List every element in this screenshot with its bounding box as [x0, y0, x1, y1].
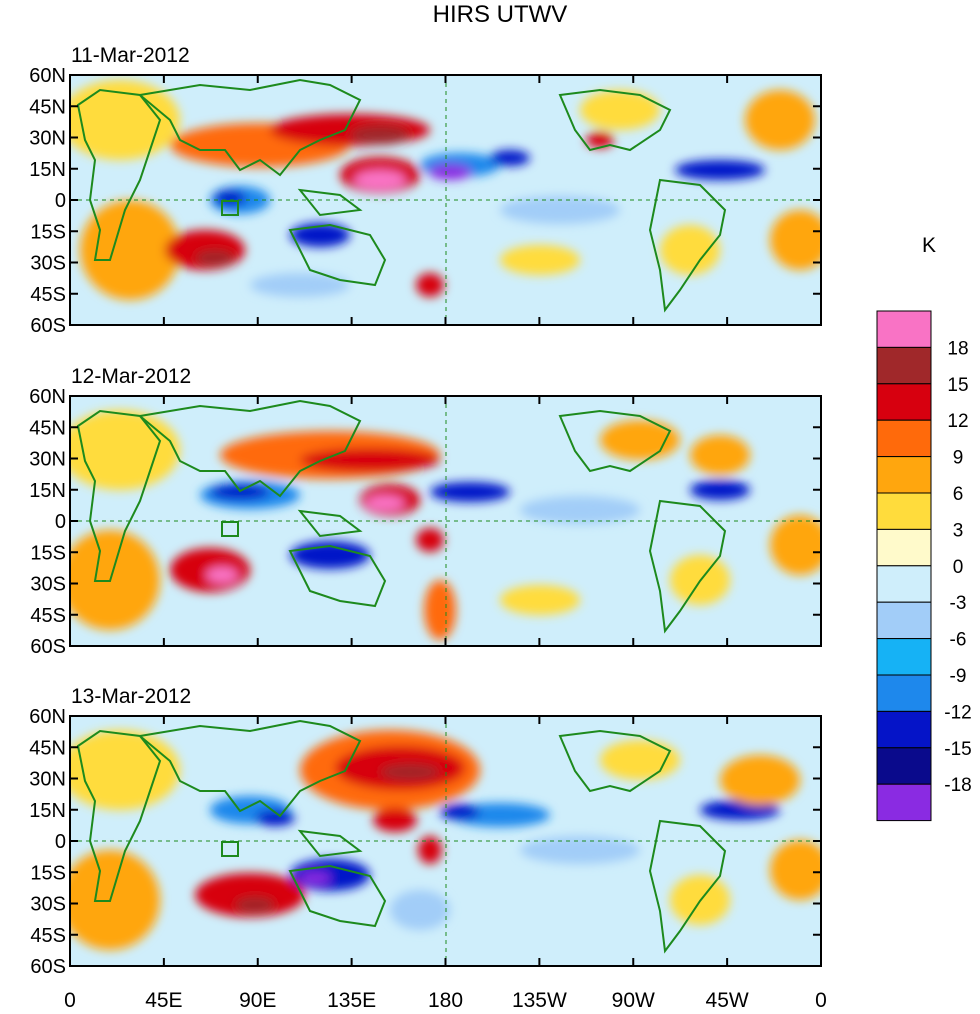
panel-date-label: 13-Mar-2012: [71, 685, 191, 708]
map-panel-1: 11-Mar-2012: [29, 44, 822, 337]
colorbar-swatch: [876, 638, 932, 676]
colorbar-label: 9: [953, 448, 964, 469]
lat-label: 30S: [30, 894, 66, 916]
colorbar-swatch: [876, 565, 932, 603]
colorbar-swatch: [876, 346, 932, 385]
lon-label: 45E: [145, 989, 182, 1012]
lat-label: 15S: [30, 221, 66, 243]
coastlines: [76, 78, 727, 313]
colorbar-label: 6: [953, 484, 964, 505]
lon-label: 0: [815, 989, 827, 1012]
lat-label: 45S: [30, 605, 66, 627]
panel-date-label: 11-Mar-2012: [71, 44, 190, 67]
lat-label: 45N: [29, 417, 66, 439]
figure-title: HIRS UTWV: [433, 1, 568, 28]
colorbar-swatch: [876, 528, 932, 567]
lon-label: 45W: [706, 989, 749, 1012]
panel-date-label: 12-Mar-2012: [71, 365, 191, 388]
lon-label: 90W: [612, 989, 655, 1012]
lat-label: 60N: [29, 386, 66, 408]
colorbar-swatch: [876, 492, 932, 530]
lon-label: 180: [428, 989, 463, 1012]
lon-axis: 0 45E 90E 135E 180 135W 90W 45W 0: [64, 989, 827, 1012]
colorbar-label: 0: [953, 557, 964, 578]
lat-label: 0: [55, 511, 66, 533]
lon-label: 0: [64, 989, 76, 1012]
colorbar-swatch: [876, 674, 932, 712]
units-label: K: [922, 234, 936, 257]
lat-label: 60N: [29, 706, 66, 728]
lat-label: 30N: [29, 128, 66, 150]
lat-axis: 60N 45N 30N 15N 0 15S 30S 45S 60S: [29, 706, 822, 978]
colorbar: 18 15 12 9 6 3 0 -3 -6 -9 -12 -15 -18: [876, 310, 972, 822]
lat-label: 30N: [29, 769, 66, 791]
coastlines: [76, 399, 727, 634]
lat-label: 45N: [29, 96, 66, 118]
lat-axis: 60N 45N 30N 15N 0 15S 30S 45S 60S: [29, 65, 822, 337]
colorbar-label: -12: [944, 702, 971, 723]
colorbar-swatch: [876, 601, 932, 640]
colorbar-label: -3: [950, 593, 967, 614]
coastlines: [76, 719, 727, 954]
lat-label: 60S: [30, 315, 66, 337]
lat-label: 30N: [29, 449, 66, 471]
colorbar-label: 18: [947, 338, 968, 359]
colorbar-label: 15: [947, 375, 968, 396]
lat-label: 45S: [30, 925, 66, 947]
lat-label: 15S: [30, 862, 66, 884]
colorbar-swatch: [876, 747, 932, 785]
lat-label: 60S: [30, 636, 66, 658]
lat-label: 45N: [29, 737, 66, 759]
map-panel-3: 13-Mar-2012: [29, 685, 822, 978]
lat-label: 45S: [30, 284, 66, 306]
map-panel-2: 12-Mar-2012: [29, 365, 822, 658]
colorbar-swatch: [876, 456, 932, 494]
lon-label: 90E: [239, 989, 276, 1012]
colorbar-label: 3: [953, 520, 964, 541]
lat-label: 15N: [29, 480, 66, 502]
colorbar-label: -18: [944, 775, 971, 796]
lat-label: 0: [55, 190, 66, 212]
colorbar-label: 12: [947, 411, 968, 432]
colorbar-label: -9: [950, 666, 967, 687]
lon-label: 135E: [327, 989, 376, 1012]
lat-label: 15S: [30, 542, 66, 564]
lat-label: 30S: [30, 574, 66, 596]
lat-label: 30S: [30, 253, 66, 275]
colorbar-swatch: [876, 383, 932, 421]
lat-label: 15N: [29, 159, 66, 181]
lon-label: 135W: [512, 989, 567, 1012]
lat-label: 15N: [29, 800, 66, 822]
lat-label: 0: [55, 831, 66, 853]
lat-label: 60N: [29, 65, 66, 87]
colorbar-swatch: [876, 419, 932, 458]
colorbar-label: -6: [950, 630, 967, 651]
colorbar-swatch: [876, 310, 932, 348]
lat-axis: 60N 45N 30N 15N 0 15S 30S 45S 60S: [29, 386, 822, 658]
colorbar-swatch: [876, 783, 932, 822]
lat-label: 60S: [30, 956, 66, 978]
colorbar-swatch: [876, 710, 932, 749]
colorbar-label: -15: [944, 739, 971, 760]
